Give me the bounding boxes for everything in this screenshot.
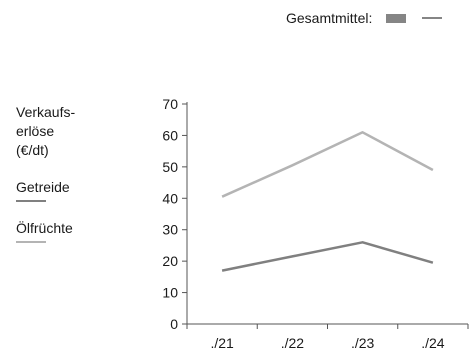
- legend-total-average: Gesamtmittel:: [286, 7, 443, 29]
- y-tick-label: 30: [162, 222, 178, 238]
- y-tick-label: 0: [170, 316, 178, 332]
- x-tick-label: ./23: [351, 335, 375, 351]
- legend-bar-swatch: [386, 13, 407, 23]
- legend-item-oelfruechte-label: Ölfrüchte: [16, 220, 73, 236]
- y-axis-label: Verkaufs- erlöse (€/dt): [16, 103, 75, 160]
- legend-item-getreide: Getreide: [16, 179, 70, 202]
- series-line-1: [221, 131, 434, 198]
- series-line-0: [221, 241, 434, 272]
- x-tick-label: ./24: [421, 335, 445, 351]
- chart-axes: [182, 102, 469, 329]
- x-tick-label: ./22: [281, 335, 305, 351]
- legend-item-getreide-swatch: [16, 200, 46, 202]
- y-axis-label-line-3: (€/dt): [16, 142, 49, 158]
- y-tick-label: 70: [162, 96, 178, 112]
- legend-item-getreide-label: Getreide: [16, 179, 70, 195]
- legend-line-swatch: [422, 17, 443, 19]
- legend-item-oelfruechte-swatch: [16, 241, 46, 243]
- chart-tick-labels: 0 10 20 30 40 50 60 70 ./21 ./22 ./23 ./24: [162, 96, 444, 351]
- y-tick-label: 60: [162, 127, 178, 143]
- x-tick-label: ./21: [210, 335, 234, 351]
- legend-total-average-label: Gesamtmittel:: [286, 10, 373, 26]
- y-tick-label: 40: [162, 190, 178, 206]
- chart-series: [221, 131, 434, 272]
- y-tick-label: 50: [162, 159, 178, 175]
- y-tick-label: 20: [162, 253, 178, 269]
- y-tick-label: 10: [162, 285, 178, 301]
- legend-item-oelfruechte: Ölfrüchte: [16, 220, 73, 243]
- y-axis-label-line-1: Verkaufs-: [16, 104, 76, 120]
- y-axis-label-line-2: erlöse: [16, 123, 55, 139]
